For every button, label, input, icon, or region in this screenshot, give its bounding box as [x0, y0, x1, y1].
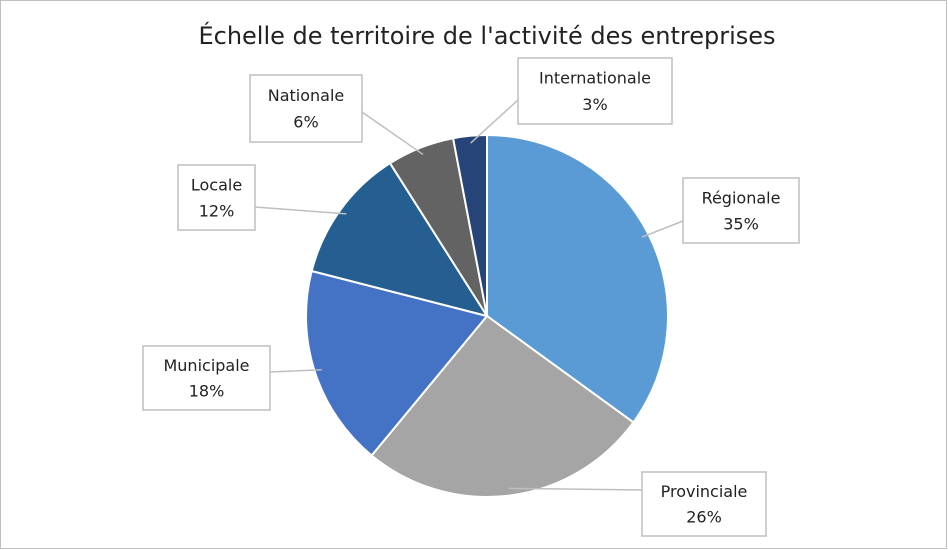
chart-title: Échelle de territoire de l'activité des … [198, 21, 775, 50]
data-label-name: Municipale [163, 356, 249, 375]
leader-line [361, 111, 424, 156]
leader-line [470, 99, 519, 144]
pie-slice [370, 314, 635, 498]
leader-line [269, 368, 322, 373]
label-box [682, 177, 800, 244]
data-label-value: 12% [199, 201, 235, 220]
leader-line [254, 206, 347, 215]
data-label-name: Régionale [702, 188, 781, 207]
data-label-name: Nationale [268, 86, 345, 105]
label-box [641, 471, 767, 537]
leader-line [641, 220, 684, 238]
pie-slice [451, 133, 488, 317]
data-label-value: 35% [723, 214, 759, 233]
label-box [249, 74, 363, 143]
data-label-name: Internationale [539, 69, 651, 88]
label-box [177, 164, 256, 231]
data-label-value: 26% [686, 508, 722, 527]
data-label-value: 18% [189, 382, 225, 401]
label-box [517, 57, 673, 125]
pie-slice [310, 161, 490, 318]
leader-line [508, 487, 643, 491]
pie-slice [305, 269, 489, 457]
data-label-name: Locale [191, 175, 242, 194]
label-box [142, 345, 271, 411]
data-label-value: 3% [582, 95, 607, 114]
data-label-value: 6% [293, 113, 318, 132]
data-label-name: Provinciale [661, 482, 748, 501]
